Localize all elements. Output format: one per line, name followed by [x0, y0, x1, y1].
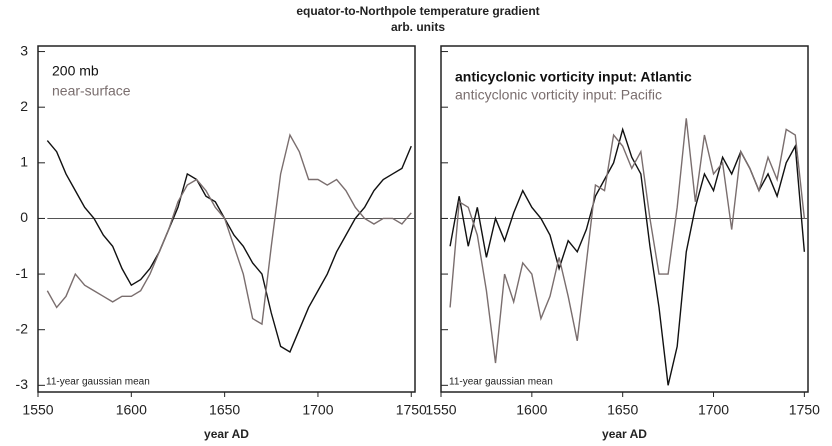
series-line [46, 140, 412, 353]
plot-frame [440, 45, 809, 393]
x-tick-label: 1700 [698, 402, 729, 418]
x-tick-label: 1750 [789, 402, 820, 418]
y-tick-label: -3 [16, 376, 29, 392]
legend-label: near-surface [52, 83, 131, 99]
annotation: 11-year gaussian mean [46, 377, 150, 388]
chart-title: equator-to-Northpole temperature gradien… [296, 4, 539, 18]
x-tick-label: 1700 [302, 402, 333, 418]
y-tick-label: 2 [20, 98, 28, 114]
x-tick-label: 1650 [607, 402, 638, 418]
annotation: 11-year gaussian mean [449, 377, 553, 388]
y-tick-label: 3 [20, 42, 28, 58]
y-tick-label: 0 [20, 209, 28, 225]
legend-label: 200 mb [52, 63, 99, 79]
x-tick-label: 1650 [209, 402, 240, 418]
x-tick-label: 1550 [22, 402, 53, 418]
series-line [46, 133, 412, 326]
y-tick-label: -2 [16, 320, 29, 336]
y-unit-label: arb. units [391, 20, 445, 34]
legend-label: anticyclonic vorticity input: Pacific [455, 87, 662, 103]
plot-frame [37, 45, 416, 393]
x-axis-label: year AD [204, 427, 249, 441]
x-tick-label: 1600 [116, 402, 147, 418]
y-tick-label: 1 [20, 154, 28, 170]
series-line [449, 118, 806, 364]
x-tick-label: 1750 [396, 402, 427, 418]
x-tick-label: 1600 [516, 402, 547, 418]
x-axis-label: year AD [602, 427, 647, 441]
series-line [449, 126, 806, 386]
x-tick-label: 1550 [425, 402, 456, 418]
y-tick-label: -1 [16, 265, 29, 281]
legend-label: anticyclonic vorticity input: Atlantic [455, 69, 692, 85]
